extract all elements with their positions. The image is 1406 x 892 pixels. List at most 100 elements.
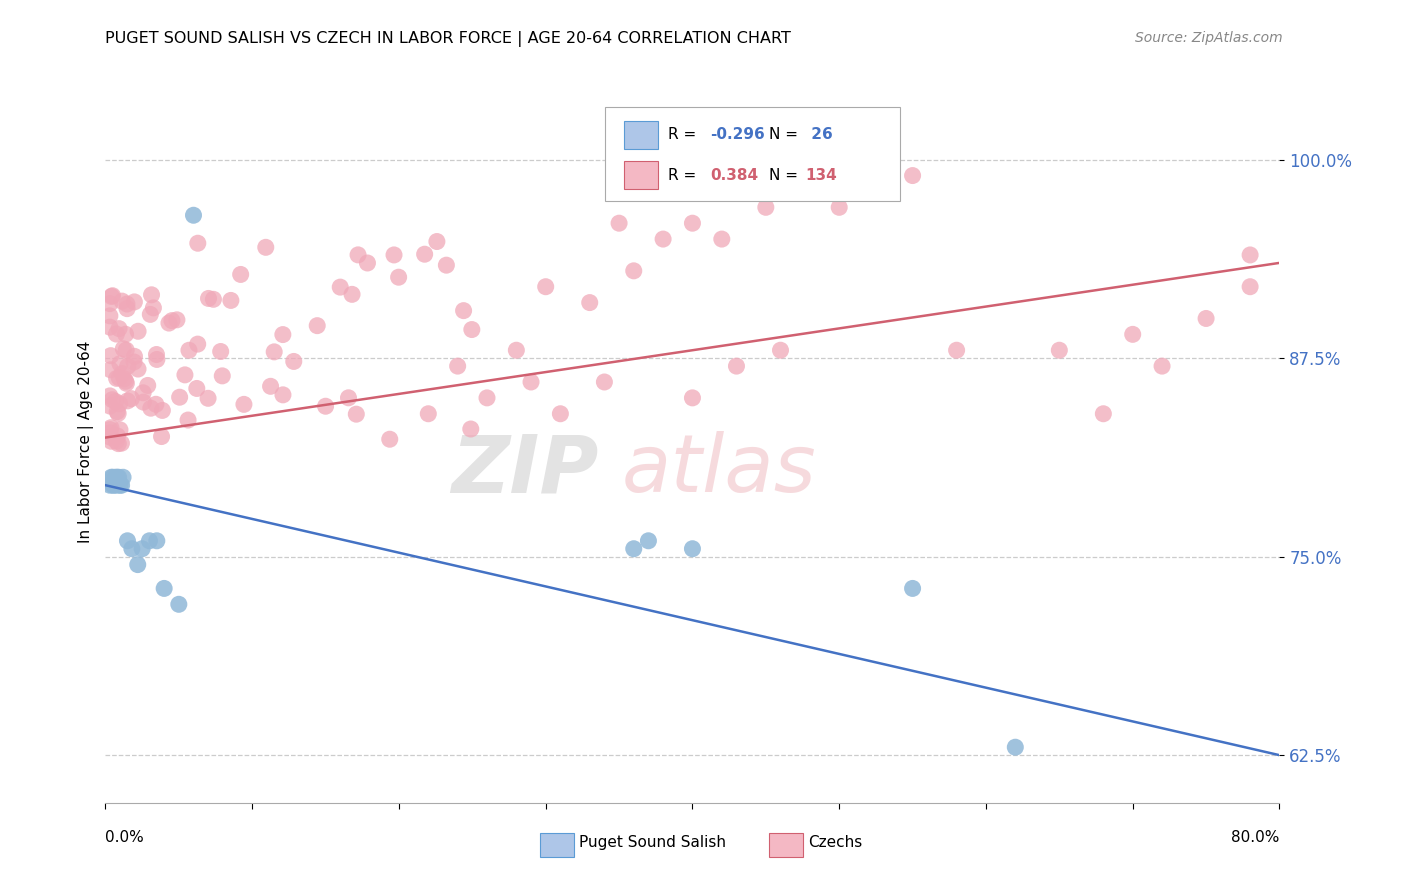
Text: PUGET SOUND SALISH VS CZECH IN LABOR FORCE | AGE 20-64 CORRELATION CHART: PUGET SOUND SALISH VS CZECH IN LABOR FOR… — [105, 31, 792, 47]
Point — [232, 397, 254, 411]
Point — [637, 169, 659, 183]
Text: N =: N = — [769, 128, 803, 143]
Point — [388, 270, 411, 285]
Point — [131, 541, 153, 556]
Point — [1239, 279, 1261, 293]
Text: Source: ZipAtlas.com: Source: ZipAtlas.com — [1135, 31, 1282, 45]
Point — [340, 287, 363, 301]
Point — [652, 232, 675, 246]
Point — [150, 403, 173, 417]
Point — [219, 293, 242, 308]
Point — [101, 470, 124, 484]
Point — [578, 295, 600, 310]
Point — [105, 434, 128, 448]
Point — [167, 597, 190, 611]
Point — [725, 359, 748, 373]
Point — [127, 558, 149, 572]
Point — [177, 413, 200, 427]
Point — [142, 301, 165, 315]
Text: 134: 134 — [806, 168, 838, 183]
Point — [382, 248, 405, 262]
Point — [136, 378, 159, 392]
Point — [100, 434, 122, 449]
Point — [112, 372, 135, 386]
Text: N =: N = — [769, 168, 803, 183]
Point — [110, 478, 132, 492]
Point — [1004, 740, 1026, 755]
Point — [271, 388, 294, 402]
Point — [1122, 327, 1144, 342]
Point — [105, 470, 128, 484]
Point — [145, 397, 167, 411]
Point — [101, 392, 124, 407]
Point — [120, 392, 142, 406]
Point — [177, 343, 200, 358]
Point — [104, 470, 127, 484]
Point — [127, 324, 149, 338]
Point — [132, 385, 155, 400]
Point — [187, 337, 209, 351]
Point — [132, 395, 155, 409]
Point — [107, 470, 129, 484]
Point — [623, 541, 645, 556]
Point — [254, 240, 277, 254]
Point — [307, 318, 329, 333]
Point — [115, 297, 138, 311]
Point — [98, 430, 121, 444]
Point — [460, 422, 482, 436]
Point — [108, 478, 131, 492]
Text: R =: R = — [668, 168, 706, 183]
Point — [124, 294, 146, 309]
Point — [378, 432, 401, 446]
Point — [520, 375, 543, 389]
Point — [122, 355, 145, 369]
Point — [101, 478, 124, 492]
Point — [209, 344, 232, 359]
Point — [183, 208, 205, 222]
Point — [263, 344, 285, 359]
Point — [104, 394, 127, 409]
Point — [160, 313, 183, 327]
Point — [101, 289, 124, 303]
Point — [413, 247, 436, 261]
Point — [755, 200, 778, 214]
Point — [100, 363, 122, 377]
Point — [107, 436, 129, 450]
Point — [138, 533, 160, 548]
Point — [434, 258, 457, 272]
Point — [623, 264, 645, 278]
Point — [475, 391, 498, 405]
Point — [202, 293, 225, 307]
Point — [785, 185, 807, 199]
Point — [337, 391, 360, 405]
Point — [121, 541, 143, 556]
Point — [114, 327, 136, 342]
Point — [799, 153, 821, 167]
Point — [112, 342, 135, 356]
Point — [197, 292, 219, 306]
Point — [858, 185, 880, 199]
Point — [259, 379, 281, 393]
Point — [98, 320, 121, 334]
Point — [505, 343, 527, 358]
Point — [607, 216, 630, 230]
Point — [229, 268, 252, 282]
Point — [315, 399, 337, 413]
Point — [98, 399, 121, 413]
Point — [1195, 311, 1218, 326]
Point — [347, 248, 370, 262]
Point — [115, 301, 138, 316]
Text: 0.0%: 0.0% — [105, 830, 145, 845]
Text: R =: R = — [668, 128, 702, 143]
Point — [166, 313, 188, 327]
Point — [637, 533, 659, 548]
Point — [710, 153, 733, 167]
Point — [271, 327, 294, 342]
Point — [112, 470, 135, 484]
Point — [901, 169, 924, 183]
Point — [111, 367, 134, 381]
Point — [447, 359, 470, 373]
Point — [1047, 343, 1070, 358]
Point — [105, 478, 128, 492]
Point — [858, 153, 880, 167]
